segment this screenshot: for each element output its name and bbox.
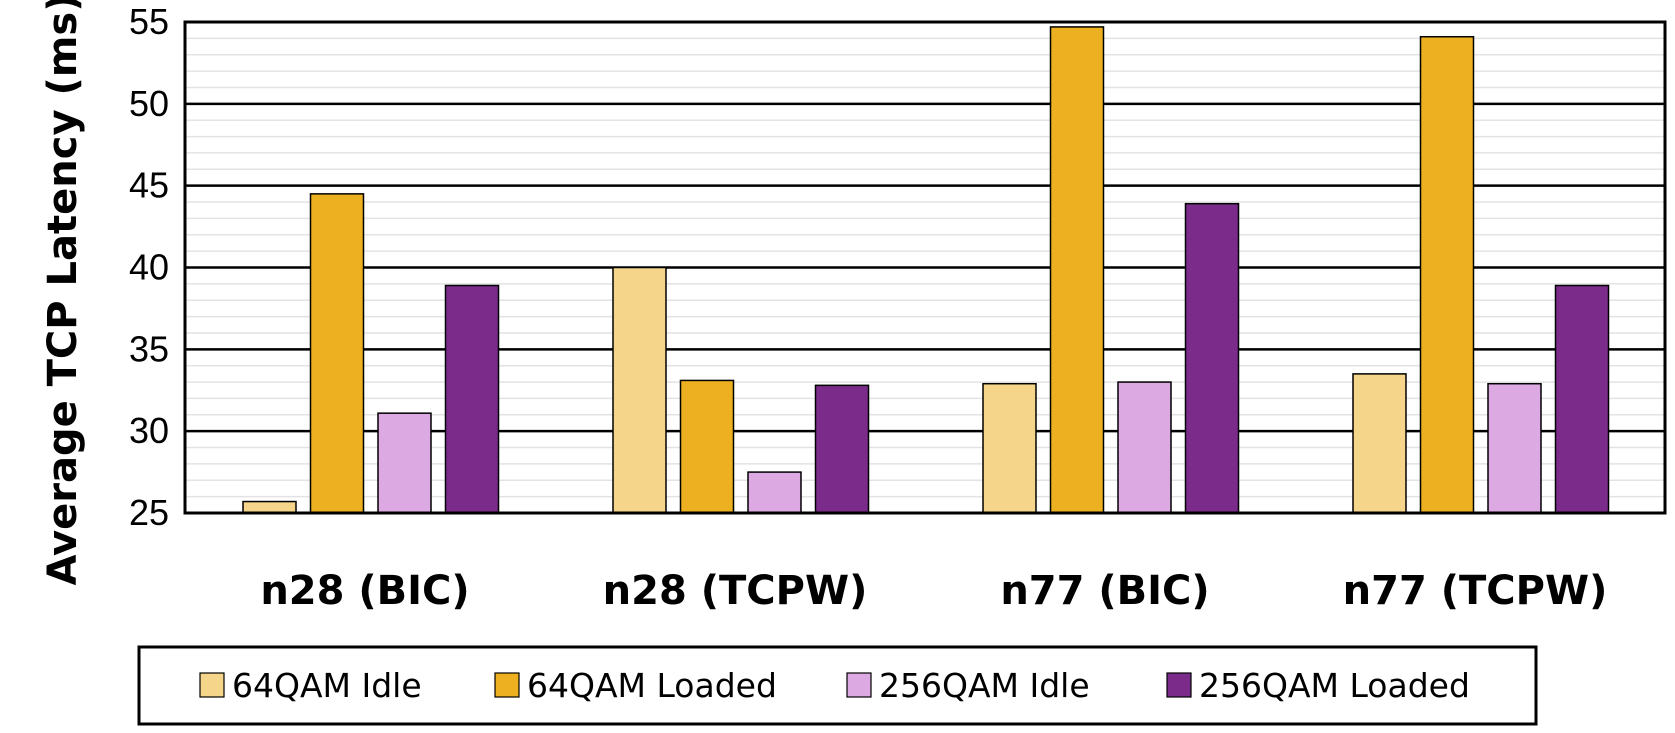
y-tick-label: 25 — [129, 492, 169, 533]
legend-label: 64QAM Loaded — [527, 666, 777, 705]
y-tick-label: 40 — [129, 247, 169, 288]
legend-swatch — [1166, 672, 1192, 698]
bar-64qam-idle-1: 64QAM Idle — n28 (BIC): 25.7 — [242, 500, 297, 514]
legend-label: 256QAM Loaded — [1199, 666, 1470, 705]
legend-label: 256QAM Idle — [879, 666, 1090, 705]
y-tick-label: 35 — [129, 328, 169, 369]
legend-swatch — [846, 672, 872, 698]
bar-64qam-loaded-3: 64QAM Loaded — n77 (BIC): 54.7 — [1049, 26, 1105, 514]
x-category-label: n28 (BIC) — [260, 568, 469, 614]
legend-box — [137, 645, 1538, 726]
bar-64qam-loaded-1: 64QAM Loaded — n28 (BIC): 44.5 — [309, 193, 365, 514]
y-tick-label: 45 — [129, 165, 169, 206]
x-category-label: n77 (BIC) — [1000, 568, 1209, 614]
bars: 64QAM Idle — n28 (BIC): 25.7 64QAM Loaded… — [242, 26, 1610, 514]
bar-256qam-loaded-4: 256QAM Loaded — n77 (TCPW): 38.9 — [1554, 284, 1610, 514]
bar-64qam-loaded-2: 64QAM Loaded — n28 (TCPW): 33.1 — [679, 379, 735, 514]
y-axis-label: Average TCP Latency (ms) — [40, 0, 86, 586]
y-tick-label: 30 — [129, 410, 169, 451]
bar-256qam-loaded-2: 256QAM Loaded — n28 (TCPW): 32.8 — [814, 384, 870, 514]
bar-256qam-loaded-1: 256QAM Loaded — n28 (BIC): 38.9 — [444, 284, 500, 514]
bar-64qam-idle-3: 64QAM Idle — n77 (BIC): 32.9 — [982, 382, 1037, 514]
minor-gridlines — [185, 37, 1665, 498]
x-category-label: n77 (TCPW) — [1343, 568, 1608, 614]
x-category-label: n28 (TCPW) — [603, 568, 868, 614]
legend-label: 64QAM Idle — [232, 666, 422, 705]
bar-64qam-idle-4: 64QAM Idle — n77 (TCPW): 33.5 — [1352, 373, 1407, 514]
bar-256qam-idle-2: 256QAM Idle — n28 (TCPW): 27.5 — [747, 471, 802, 514]
bar-256qam-idle-1: 256QAM Idle — n28 (BIC): 31.1 — [377, 412, 432, 514]
y-tick-labels: 25 30 35 40 45 50 55 — [129, 1, 169, 533]
bar-256qam-loaded-3: 256QAM Loaded — n77 (BIC): 43.9 — [1184, 202, 1240, 514]
legend: 64QAM Idle 64QAM Loaded 256QAM Idle 256QAM … — [137, 645, 1538, 726]
bar-64qam-idle-2: 64QAM Idle — n28 (TCPW): 40 — [612, 266, 667, 514]
bar-256qam-idle-4: 256QAM Idle — n77 (TCPW): 32.9 — [1487, 382, 1542, 514]
bar-256qam-idle-3: 256QAM Idle — n77 (BIC): 33 — [1117, 381, 1172, 514]
bar-64qam-loaded-4: 64QAM Loaded — n77 (TCPW): 54.1 — [1419, 35, 1475, 514]
legend-swatch — [199, 672, 225, 698]
x-category-labels: n28 (BIC) n28 (TCPW) n77 (BIC) n77 (TCPW) — [260, 568, 1607, 614]
y-tick-label: 55 — [129, 1, 169, 42]
y-tick-label: 50 — [129, 83, 169, 124]
plot-frame — [183, 20, 1667, 515]
legend-swatch — [494, 672, 520, 698]
